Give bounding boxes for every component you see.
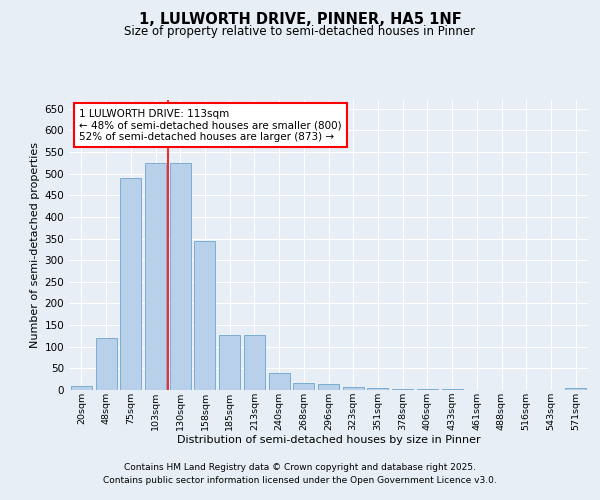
Bar	[95, 338, 116, 390]
Bar	[318, 384, 339, 390]
Bar	[219, 334, 240, 390]
Bar	[194, 240, 215, 390]
Text: Contains public sector information licensed under the Open Government Licence v3: Contains public sector information licen…	[103, 476, 497, 485]
Bar	[120, 178, 141, 390]
Y-axis label: Number of semi-detached properties: Number of semi-detached properties	[30, 142, 40, 348]
Bar	[367, 388, 388, 390]
Bar	[442, 389, 463, 390]
Bar	[417, 389, 438, 390]
Bar	[244, 334, 265, 390]
Text: Contains HM Land Registry data © Crown copyright and database right 2025.: Contains HM Land Registry data © Crown c…	[124, 462, 476, 471]
Bar	[293, 383, 314, 390]
Bar	[269, 372, 290, 390]
Bar	[392, 389, 413, 390]
Bar	[343, 387, 364, 390]
Text: Size of property relative to semi-detached houses in Pinner: Size of property relative to semi-detach…	[124, 25, 476, 38]
Bar	[145, 163, 166, 390]
X-axis label: Distribution of semi-detached houses by size in Pinner: Distribution of semi-detached houses by …	[176, 436, 481, 446]
Text: 1 LULWORTH DRIVE: 113sqm
← 48% of semi-detached houses are smaller (800)
52% of : 1 LULWORTH DRIVE: 113sqm ← 48% of semi-d…	[79, 108, 342, 142]
Bar	[170, 163, 191, 390]
Text: 1, LULWORTH DRIVE, PINNER, HA5 1NF: 1, LULWORTH DRIVE, PINNER, HA5 1NF	[139, 12, 461, 28]
Bar	[71, 386, 92, 390]
Bar	[565, 388, 586, 390]
